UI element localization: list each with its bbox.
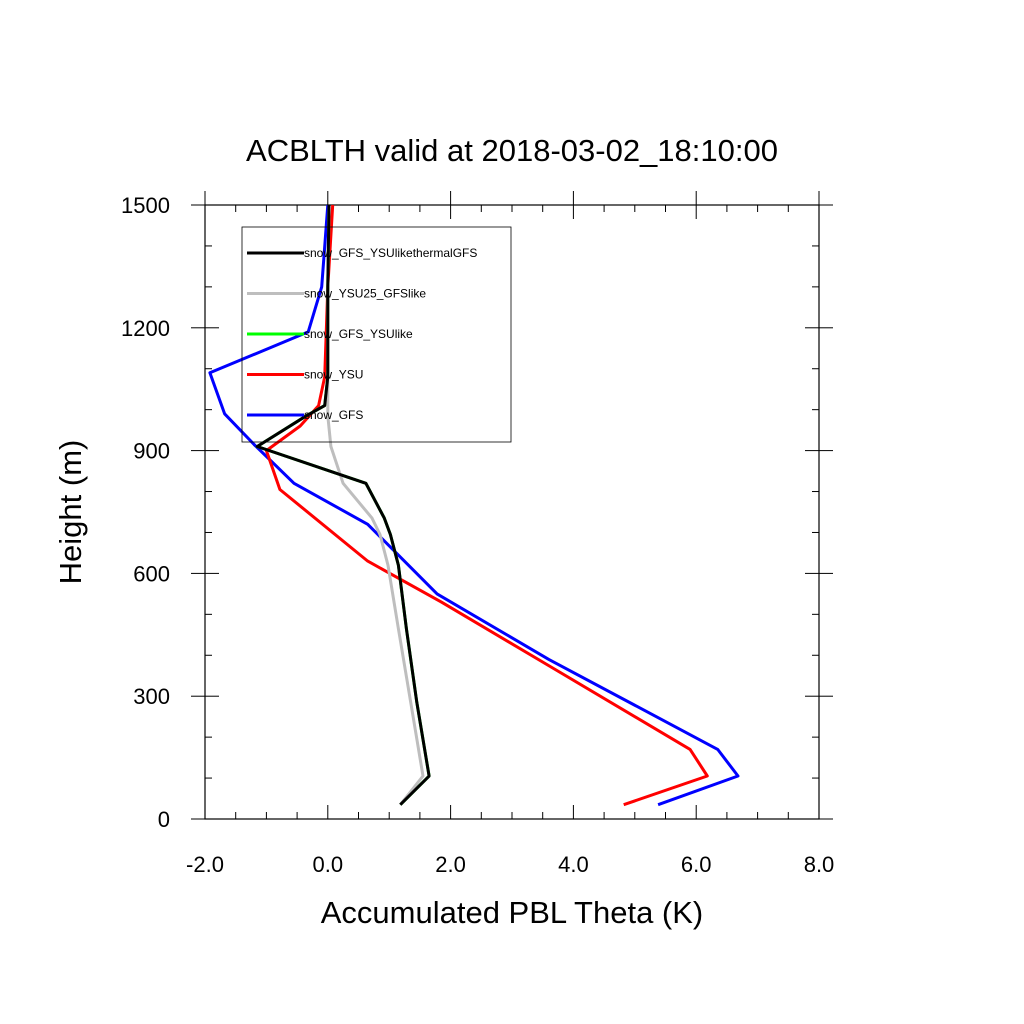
x-tick-label: 4.0 <box>558 852 589 877</box>
y-axis-label: Height (m) <box>53 440 88 585</box>
x-axis-label: Accumulated PBL Theta (K) <box>321 895 704 930</box>
legend-label: snow_GFS_YSUlikethermalGFS <box>304 246 477 260</box>
x-tick-label: -2.0 <box>186 852 224 877</box>
x-tick-label: 8.0 <box>804 852 835 877</box>
y-tick-label: 1200 <box>121 316 170 341</box>
chart-title: ACBLTH valid at 2018-03-02_18:10:00 <box>246 133 778 168</box>
series-line-snow_GFS <box>208 204 740 807</box>
series-line-snow_YSU <box>264 204 709 807</box>
y-tick-label: 1500 <box>121 193 170 218</box>
x-tick-label: 6.0 <box>681 852 712 877</box>
x-tick-label: 2.0 <box>435 852 466 877</box>
y-tick-label: 0 <box>158 807 170 832</box>
y-tick-label: 900 <box>133 439 170 464</box>
legend: snow_GFS_YSUlikethermalGFS snow_YSU25_GFS… <box>241 226 512 443</box>
y-tick-label: 600 <box>133 561 170 586</box>
y-axis-ticks: 0 300 600 900 1200 1500 <box>121 193 833 832</box>
legend-box <box>241 226 512 443</box>
legend-label: snow_YSU25_GFSlike <box>304 287 426 301</box>
x-tick-label: 0.0 <box>313 852 344 877</box>
legend-label: snow_YSU <box>304 368 363 382</box>
legend-label: snow_GFS_YSUlike <box>304 327 413 341</box>
x-axis-ticks: -2.0 0.0 2.0 4.0 6.0 8.0 <box>186 191 834 877</box>
series-line-snow_GFS_YSUlikethermalGFS <box>255 204 431 806</box>
series-lines <box>208 204 740 807</box>
legend-label: snow_GFS <box>304 408 363 422</box>
y-tick-label: 300 <box>133 684 170 709</box>
